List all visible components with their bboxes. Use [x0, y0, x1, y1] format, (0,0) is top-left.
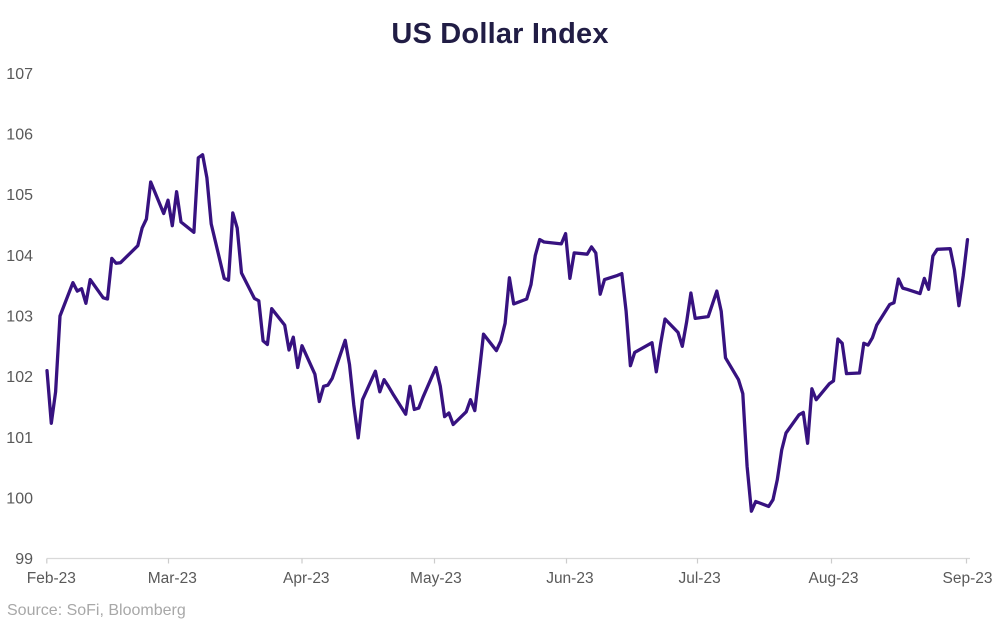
svg-text:103: 103	[6, 309, 33, 326]
svg-text:May-23: May-23	[410, 570, 462, 587]
svg-text:Mar-23: Mar-23	[148, 570, 197, 587]
svg-text:Jun-23: Jun-23	[546, 570, 593, 587]
svg-text:102: 102	[6, 369, 33, 386]
svg-text:100: 100	[6, 490, 33, 507]
svg-text:105: 105	[6, 187, 33, 204]
svg-text:99: 99	[15, 551, 33, 568]
svg-text:Jul-23: Jul-23	[678, 570, 720, 587]
svg-text:Sep-23: Sep-23	[943, 570, 993, 587]
svg-text:107: 107	[6, 66, 33, 83]
svg-text:101: 101	[6, 430, 33, 447]
svg-text:Aug-23: Aug-23	[809, 570, 859, 587]
svg-text:106: 106	[6, 127, 33, 144]
svg-text:104: 104	[6, 248, 33, 265]
svg-text:Feb-23: Feb-23	[27, 570, 76, 587]
svg-text:Apr-23: Apr-23	[283, 570, 330, 587]
